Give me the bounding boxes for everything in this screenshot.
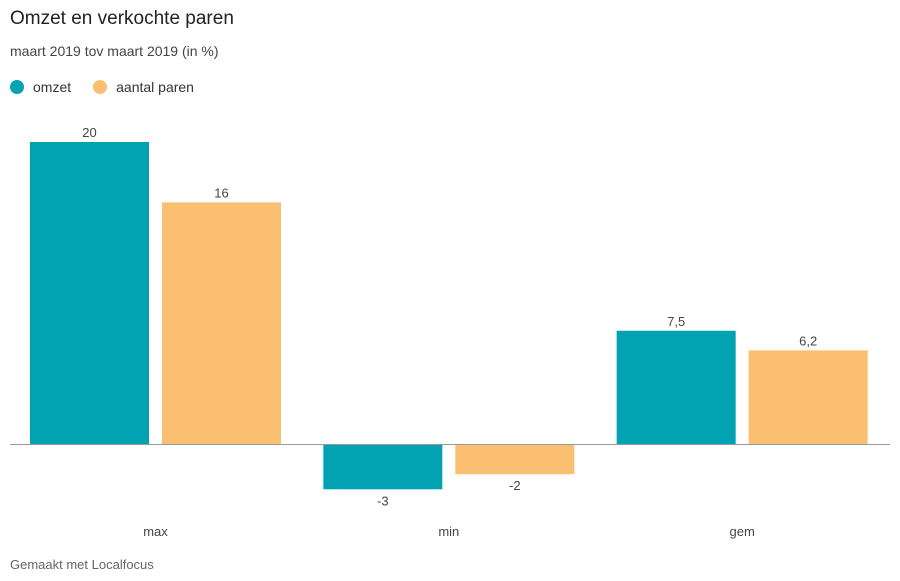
legend-swatch-omzet xyxy=(10,80,24,94)
data-label-omzet-max: 20 xyxy=(82,125,96,140)
data-label-aantal-paren-max: 16 xyxy=(214,185,228,200)
category-label-max: max xyxy=(143,524,168,539)
legend-label-omzet: omzet xyxy=(33,79,72,95)
legend-swatch-aantal-paren xyxy=(93,80,108,94)
category-label-gem: gem xyxy=(730,524,755,539)
data-label-omzet-gem: 7,5 xyxy=(667,314,685,329)
legend: omzet aantal paren xyxy=(10,79,216,95)
chart-title: Omzet en verkochte paren xyxy=(10,8,234,29)
chart-subtitle: maart 2019 tov maart 2019 (in %) xyxy=(10,43,219,59)
data-label-aantal-paren-gem: 6,2 xyxy=(799,333,817,348)
legend-item-omzet: omzet xyxy=(10,79,71,95)
footer-credit: Gemaakt met Localfocus xyxy=(10,557,154,572)
bar-aantal-paren-min xyxy=(455,444,575,475)
legend-label-aantal-paren: aantal paren xyxy=(116,79,194,95)
bar-omzet-max xyxy=(30,142,149,444)
legend-item-aantal-paren: aantal paren xyxy=(93,79,194,95)
category-label-min: min xyxy=(438,524,459,539)
bar-aantal-paren-max xyxy=(162,202,281,444)
bar-omzet-gem xyxy=(616,330,736,444)
bar-aantal-paren-gem xyxy=(748,350,868,444)
bar-omzet-min xyxy=(323,444,443,490)
data-label-aantal-paren-min: -2 xyxy=(509,478,521,493)
data-label-omzet-min: -3 xyxy=(377,493,389,508)
